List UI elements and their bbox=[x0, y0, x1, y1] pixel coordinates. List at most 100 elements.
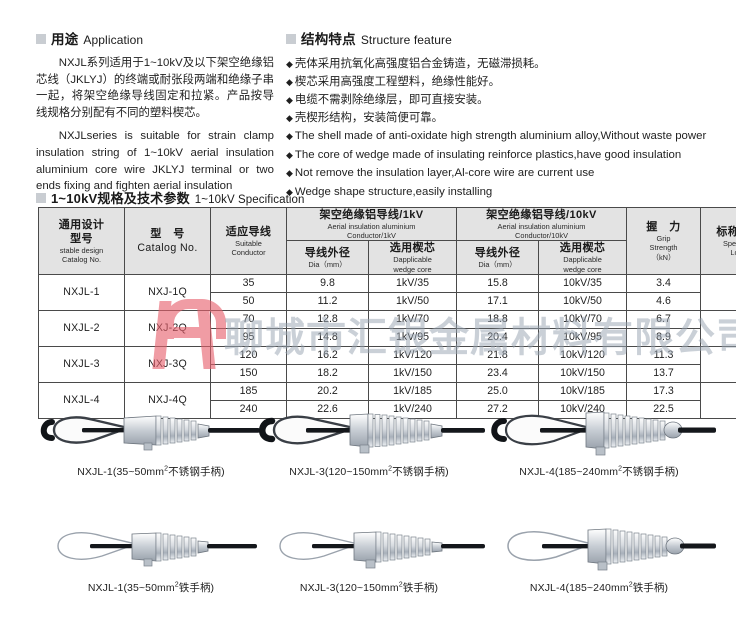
cell-wedge-10kv: 10kV/50 bbox=[537, 291, 628, 311]
cell-grip: 22.5 bbox=[626, 399, 702, 419]
cell-dia-10kv: 21.8 bbox=[456, 345, 539, 365]
cell-conductor: 150 bbox=[210, 363, 287, 383]
bullet-text: The core of wedge made of insulating rei… bbox=[294, 148, 682, 161]
th-text: Strength bbox=[649, 243, 678, 253]
caption-post: 不锈钢手柄) bbox=[392, 466, 449, 478]
cell-conductor: 95 bbox=[210, 327, 287, 347]
th-text: 通用设计 bbox=[58, 218, 105, 231]
cell-wedge-1kv: 1kV/240 bbox=[368, 399, 457, 419]
spec-table-wrap: 通用设计 型号 stable design Catalog No. 型 号 Ca… bbox=[38, 206, 736, 419]
cell-catalog: NXJ-4Q bbox=[124, 381, 211, 419]
cell-failure-load: 7.5 bbox=[700, 273, 736, 311]
th-text: 架空绝缘铝导线/1kV bbox=[319, 209, 424, 221]
th-text: Dapplicable bbox=[393, 255, 432, 265]
cell-grip: 4.6 bbox=[626, 291, 702, 311]
caption-sup: 2 bbox=[628, 581, 633, 589]
th-group-1kv: 架空绝缘铝导线/1kV Aerial insulation aluminium … bbox=[286, 206, 457, 242]
th-text: Catalog No. bbox=[137, 241, 198, 254]
cell-dia-10kv: 27.2 bbox=[456, 399, 539, 419]
figure-nxjl-1-iron: NXJL-1(35~50mm2铁手柄) bbox=[32, 514, 270, 595]
bullet-text: 壳体采用抗氧化高强度铝合金铸造，无磁滞损耗。 bbox=[294, 58, 546, 70]
figure-nxjl-4-iron: NXJL-4(185~240mm2铁手柄) bbox=[480, 514, 718, 595]
header-row-2: 导线外径 Dia（mm） 选用楔芯 Dapplicable wedge core… bbox=[39, 240, 736, 275]
figure-caption: NXJL-4(185~240mm2铁手柄) bbox=[480, 580, 718, 595]
th-text: 导线外径 bbox=[474, 247, 521, 259]
th-text: 导线外径 bbox=[304, 247, 351, 259]
cell-catalog: NXJ-3Q bbox=[124, 345, 211, 383]
cell-model: NXJL-2 bbox=[38, 309, 125, 347]
th-failure-load: 标称破坏载荷 Specified Failure Load（kN） bbox=[700, 207, 736, 275]
cell-dia-1kv: 9.8 bbox=[286, 273, 369, 293]
caption-pre: NXJL-3(120~150mm bbox=[299, 582, 399, 594]
list-item: ◆ 壳楔形结构，安装简便可靠。 bbox=[286, 110, 716, 126]
th-text: 选用楔芯 bbox=[389, 242, 436, 255]
cell-catalog: NXJ-1Q bbox=[124, 273, 211, 311]
th-text: Conductor/1kV bbox=[347, 231, 396, 241]
cell-grip: 6.7 bbox=[626, 309, 702, 329]
caption-pre: NXJL-3(120~150mm bbox=[289, 466, 389, 478]
caption-sup: 2 bbox=[164, 465, 169, 473]
th-text: Dapplicable bbox=[563, 255, 602, 265]
cell-dia-10kv: 23.4 bbox=[456, 363, 539, 383]
caption-pre: NXJL-4(185~240mm bbox=[519, 466, 619, 478]
application-heading: 用途 Application bbox=[36, 28, 274, 48]
bullet-text: 楔芯采用高强度工程塑料，绝缘性能好。 bbox=[294, 75, 500, 88]
th-text: 适应导线 bbox=[225, 225, 272, 238]
th-text: 型号 bbox=[70, 232, 93, 245]
cell-grip: 3.4 bbox=[626, 273, 702, 293]
cell-dia-10kv: 15.8 bbox=[456, 273, 539, 293]
th-text: wedge core bbox=[563, 264, 602, 274]
cell-conductor: 240 bbox=[210, 399, 287, 419]
th-grip-strength: 握 力 Grip Strength （kN） bbox=[626, 207, 702, 275]
application-heading-cn: 用途 bbox=[51, 32, 79, 47]
cell-model: NXJL-3 bbox=[38, 345, 125, 383]
application-heading-en: Application bbox=[83, 33, 144, 47]
structure-heading-cn: 结构特点 bbox=[301, 32, 356, 47]
cell-wedge-1kv: 1kV/95 bbox=[368, 327, 457, 347]
product-photo bbox=[32, 514, 270, 578]
th-text: Dia（mm） bbox=[478, 260, 517, 269]
bullet-text: Wedge shape structure,easily installing bbox=[294, 186, 493, 199]
product-photo bbox=[32, 398, 270, 462]
figure-caption: NXJL-1(35~50mm2铁手柄) bbox=[32, 580, 270, 595]
application-column: 用途 Application NXJL系列适用于1~10kV及以下架空绝缘铝芯线… bbox=[36, 28, 274, 195]
cell-wedge-1kv: 1kV/150 bbox=[368, 363, 457, 383]
cell-dia-10kv: 17.1 bbox=[456, 291, 539, 311]
list-item: ◆ 楔芯采用高强度工程塑料，绝缘性能好。 bbox=[286, 74, 716, 90]
th-catalog-no: 型 号 Catalog No. bbox=[124, 207, 211, 275]
product-photo bbox=[250, 514, 488, 578]
spec-heading: 1~10kV规格及技术参数 1~10kV Specification bbox=[36, 188, 305, 207]
bullet-text: 壳楔形结构，安装简便可靠。 bbox=[294, 111, 444, 124]
cell-grip: 11.3 bbox=[626, 345, 702, 365]
cell-wedge-1kv: 1kV/50 bbox=[368, 291, 457, 311]
caption-sup: 2 bbox=[388, 465, 393, 473]
list-item: ◆ Wedge shape structure,easily installin… bbox=[286, 184, 716, 200]
product-photo bbox=[250, 398, 488, 462]
figure-nxjl-1-stainless: NXJL-1(35~50mm2不锈钢手柄) bbox=[32, 398, 270, 479]
caption-pre: NXJL-4(185~240mm bbox=[529, 582, 629, 594]
cell-model: NXJL-1 bbox=[38, 273, 125, 311]
cell-dia-1kv: 14.8 bbox=[286, 327, 369, 347]
list-item: ◆ The shell made of anti-oxidate high st… bbox=[286, 128, 716, 144]
cell-wedge-10kv: 10kV/150 bbox=[537, 363, 628, 383]
diamond-bullet-icon: ◆ bbox=[286, 130, 293, 141]
th-text: stable design bbox=[59, 245, 104, 255]
caption-post: 铁手柄) bbox=[402, 582, 439, 594]
cell-conductor: 35 bbox=[210, 273, 287, 293]
table-row: 240 22.6 1kV/240 27.2 10kV/240 22.5 bbox=[39, 399, 736, 419]
diamond-bullet-icon: ◆ bbox=[286, 94, 293, 105]
cell-dia-10kv: 25.0 bbox=[456, 381, 539, 401]
list-item: ◆ Not remove the insulation layer,Al-cor… bbox=[286, 165, 716, 181]
diamond-bullet-icon: ◆ bbox=[286, 112, 293, 123]
section-marker-icon bbox=[36, 193, 46, 203]
th-wedge-10kv: 选用楔芯 Dapplicable wedge core bbox=[537, 240, 628, 275]
cell-grip: 13.7 bbox=[626, 363, 702, 383]
figure-row-iron: NXJL-1(35~50mm2铁手柄) bbox=[0, 514, 736, 604]
caption-post: 不锈钢手柄) bbox=[622, 466, 679, 478]
cell-wedge-10kv: 10kV/70 bbox=[537, 309, 628, 329]
cell-failure-load: 36.4 bbox=[700, 381, 736, 419]
header-row-1: 通用设计 型号 stable design Catalog No. 型 号 Ca… bbox=[38, 206, 736, 275]
cell-conductor: 120 bbox=[210, 345, 287, 365]
product-photo bbox=[480, 514, 718, 578]
spec-heading-cn: 1~10kV规格及技术参数 bbox=[51, 191, 190, 206]
